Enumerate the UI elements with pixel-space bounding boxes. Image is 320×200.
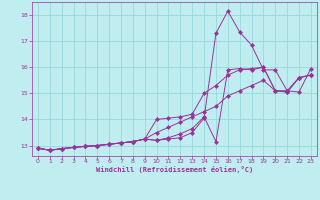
X-axis label: Windchill (Refroidissement éolien,°C): Windchill (Refroidissement éolien,°C) — [96, 166, 253, 173]
